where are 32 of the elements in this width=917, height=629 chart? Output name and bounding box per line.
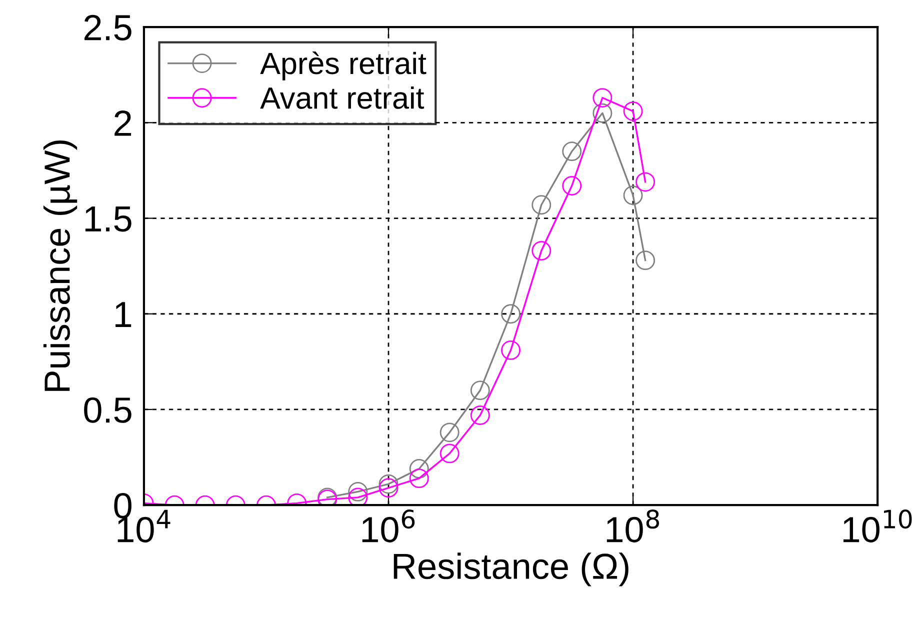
point [532,241,552,260]
point [562,176,582,196]
legend-label: Après retrait [260,51,426,80]
point [470,380,490,400]
point [440,422,460,442]
legend-label: Avant retrait [260,86,424,109]
point [378,478,398,498]
y-axis-title: Puissance (µW) [43,140,78,391]
x-axis-title: Resistance (Ω) [394,552,628,586]
point [501,304,520,324]
point [623,186,643,206]
x-tick-label: 10$^{6}$ [362,510,415,542]
y-tick-label: 0.5 [84,397,132,423]
y-tick-label: 2 [114,110,132,136]
point [348,482,368,502]
point [470,405,490,425]
y-tick-label: 1 [116,302,132,327]
point [440,444,460,464]
point [592,103,612,123]
point [409,468,429,488]
point [592,88,612,108]
point [501,340,520,360]
x-tick-label: 10$^{8}$ [606,510,660,542]
y-tick-label: 1.5 [85,206,132,232]
point [562,142,582,162]
point [623,101,643,121]
point [409,459,429,478]
x-tick-label: 10$^{10}$ [843,510,912,542]
point [348,488,368,506]
point [532,195,552,215]
point [378,474,398,494]
y-tick-label: 2.5 [84,14,132,40]
